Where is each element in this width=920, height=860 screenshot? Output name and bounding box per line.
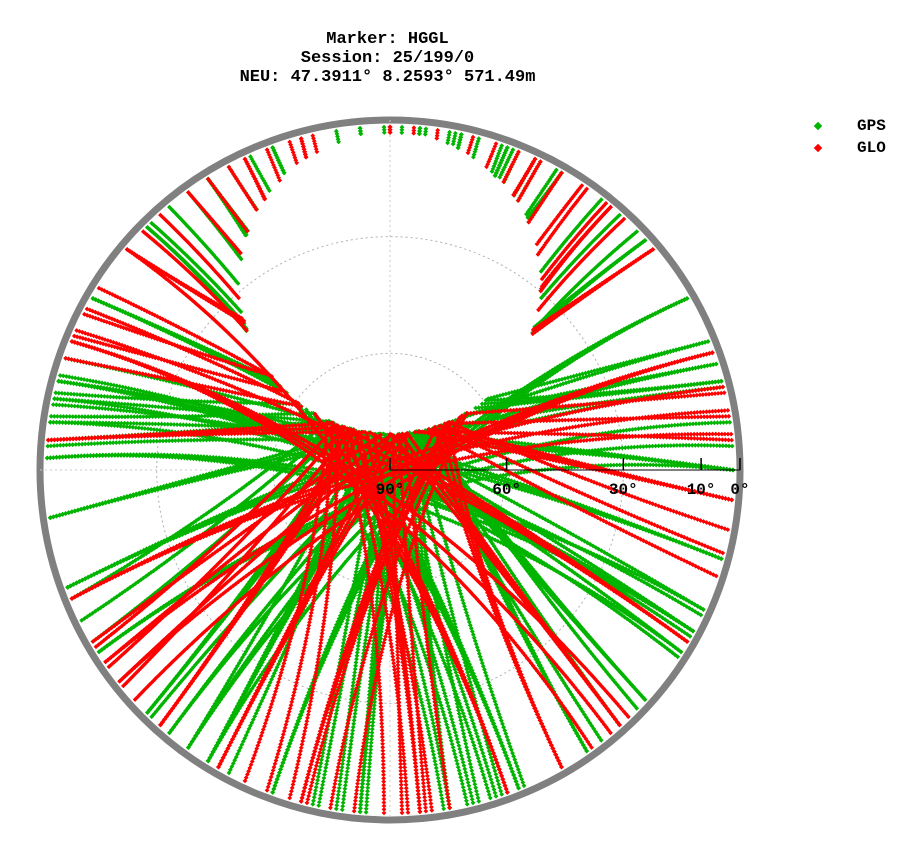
glo-track-13-pass-0 [45, 390, 727, 443]
title-line-neu: NEU: 47.3911° 8.2593° 571.49m [239, 68, 536, 87]
elevation-tick-label-60: 60° [492, 481, 521, 499]
chart-title: Marker: HGGL Session: 25/199/0 NEU: 47.3… [0, 30, 775, 87]
gps-track-24-pass-0 [399, 124, 452, 811]
glo-track-15-pass-2 [242, 136, 330, 784]
gps-track-24-pass-1 [413, 126, 452, 811]
elevation-tick-label-30: 30° [609, 481, 638, 499]
glo-track-4-pass-2 [90, 247, 656, 644]
gps-track-27-pass-2 [316, 132, 464, 808]
elevation-tick-label-90: 90° [376, 481, 405, 499]
glo-track-6-pass-0 [63, 355, 735, 503]
title-line-session: Session: 25/199/0 [300, 49, 475, 68]
glo-track-13-pass-1 [45, 413, 732, 443]
elevation-axis: 90° 60° 30° 10° 0° [376, 458, 750, 499]
gps-track-5-pass-1 [48, 378, 724, 420]
legend-label-glo: GLO [857, 139, 886, 157]
legend-item-gps: GPS [813, 115, 886, 137]
gps-track-18-pass-0 [45, 437, 736, 473]
title-line-marker: Marker: HGGL [326, 30, 449, 49]
gps-track-12-pass-0 [47, 339, 711, 521]
glo-track-13-pass-2 [45, 429, 735, 443]
series-glo [45, 124, 735, 816]
gps-track-3-pass-0 [226, 145, 510, 776]
gps-track-27-pass-1 [339, 132, 464, 813]
legend-item-glo: GLO [813, 137, 886, 159]
legend-label-gps: GPS [857, 117, 886, 135]
legend: GPS GLO [813, 115, 886, 159]
elevation-tick-label-0: 0° [730, 481, 749, 499]
satellite-tracks [44, 124, 736, 816]
gps-track-18-pass-2 [52, 396, 736, 473]
elevation-tick-label-10: 10° [687, 481, 716, 499]
